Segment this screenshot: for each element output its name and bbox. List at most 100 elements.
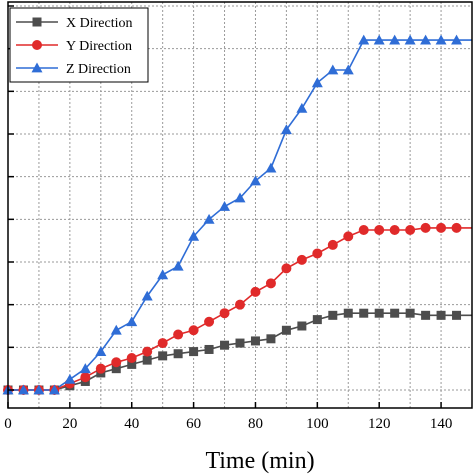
- x-tick-label: 0: [4, 416, 12, 432]
- data-point-triangle: [404, 34, 416, 45]
- data-point-circle: [405, 225, 416, 235]
- data-point-circle: [157, 338, 168, 349]
- data-point-triangle: [280, 124, 292, 135]
- data-point-square: [204, 344, 214, 354]
- data-point-triangle: [358, 34, 370, 45]
- data-point-triangle: [435, 34, 447, 45]
- data-point-triangle: [79, 363, 91, 374]
- data-point-square: [328, 310, 338, 320]
- data-point-square: [390, 308, 400, 318]
- series-line-square: [8, 312, 472, 391]
- data-point-triangle: [389, 34, 401, 45]
- legend-label: Z Direction: [66, 62, 131, 77]
- data-point-square: [220, 340, 230, 350]
- data-point-triangle: [188, 230, 200, 241]
- data-point-square: [374, 308, 384, 318]
- data-point-triangle: [420, 34, 432, 45]
- legend-marker: [32, 40, 42, 50]
- x-tick-label: 20: [62, 416, 77, 432]
- x-tick-label: 80: [248, 416, 263, 432]
- legend-label: X Direction: [66, 16, 132, 31]
- data-point-circle: [296, 254, 307, 265]
- data-point-circle: [420, 222, 431, 233]
- data-point-triangle: [141, 290, 153, 301]
- data-point-circle: [219, 308, 230, 319]
- data-point-triangle: [172, 260, 184, 271]
- data-point-circle: [80, 372, 91, 383]
- series-lines: [8, 39, 472, 391]
- data-point-square: [127, 359, 137, 369]
- x-tick-label: 140: [430, 416, 453, 432]
- series-line-triangle: [8, 39, 472, 391]
- data-point-circle: [142, 346, 153, 357]
- data-point-triangle: [373, 34, 385, 45]
- data-point-triangle: [110, 324, 122, 335]
- data-point-circle: [235, 299, 245, 310]
- data-point-circle: [281, 263, 292, 274]
- data-point-square: [158, 351, 168, 361]
- data-point-square: [142, 355, 152, 365]
- data-point-square: [297, 321, 307, 331]
- data-point-square: [111, 364, 121, 374]
- legend-marker: [32, 17, 42, 27]
- data-point-square: [189, 347, 199, 357]
- data-point-triangle: [157, 269, 169, 280]
- legend: X Direction Y Direction Z Direction: [9, 7, 149, 83]
- data-point-circle: [188, 325, 199, 336]
- x-axis-ticks: 0 20 40 60 80 100 120 140: [4, 5, 453, 432]
- data-point-triangle: [64, 373, 76, 384]
- data-point-triangle: [451, 34, 463, 45]
- x-tick-label: 120: [368, 416, 391, 432]
- data-point-square: [436, 310, 446, 320]
- data-point-triangle: [33, 384, 45, 395]
- data-point-circle: [343, 231, 354, 242]
- x-axis-title: Time (min): [205, 448, 314, 474]
- data-point-triangle: [234, 192, 246, 203]
- legend-marker: [31, 62, 43, 73]
- data-point-circle: [95, 363, 106, 374]
- data-point-circle: [358, 225, 369, 235]
- data-point-circle: [451, 222, 462, 233]
- data-point-square: [281, 325, 291, 335]
- data-point-square: [173, 349, 183, 359]
- data-point-triangle: [249, 175, 261, 186]
- data-point-triangle: [342, 64, 354, 75]
- data-point-square: [405, 308, 415, 318]
- data-point-circle: [111, 357, 122, 368]
- data-point-circle: [436, 222, 447, 233]
- data-point-square: [266, 334, 276, 344]
- x-tick-label: 100: [306, 416, 329, 432]
- x-tick-label: 40: [124, 416, 139, 432]
- data-point-circle: [204, 316, 215, 327]
- data-point-circle: [250, 286, 261, 297]
- data-point-circle: [327, 239, 338, 250]
- data-point-triangle: [17, 384, 29, 395]
- x-tick-label: 60: [186, 416, 201, 432]
- legend-label: Y Direction: [66, 39, 132, 54]
- data-point-square: [250, 336, 260, 346]
- data-point-triangle: [265, 162, 277, 173]
- series-markers: [2, 34, 463, 395]
- data-point-square: [235, 338, 245, 348]
- data-point-circle: [389, 225, 400, 235]
- data-point-square: [343, 308, 353, 318]
- data-point-circle: [126, 353, 137, 363]
- data-point-square: [312, 315, 322, 325]
- data-point-triangle: [48, 384, 60, 395]
- data-point-triangle: [296, 102, 308, 113]
- data-point-triangle: [219, 201, 231, 211]
- data-point-circle: [374, 225, 385, 235]
- data-point-triangle: [311, 77, 323, 88]
- data-point-triangle: [203, 213, 215, 224]
- data-point-triangle: [126, 316, 138, 327]
- data-point-triangle: [95, 346, 107, 356]
- data-point-circle: [312, 248, 323, 259]
- data-point-square: [359, 308, 369, 318]
- data-point-square: [452, 310, 462, 320]
- data-point-square: [421, 310, 431, 320]
- data-point-triangle: [327, 64, 339, 75]
- data-point-circle: [265, 278, 276, 289]
- plot-frame: [7, 1, 473, 409]
- data-point-circle: [173, 329, 184, 340]
